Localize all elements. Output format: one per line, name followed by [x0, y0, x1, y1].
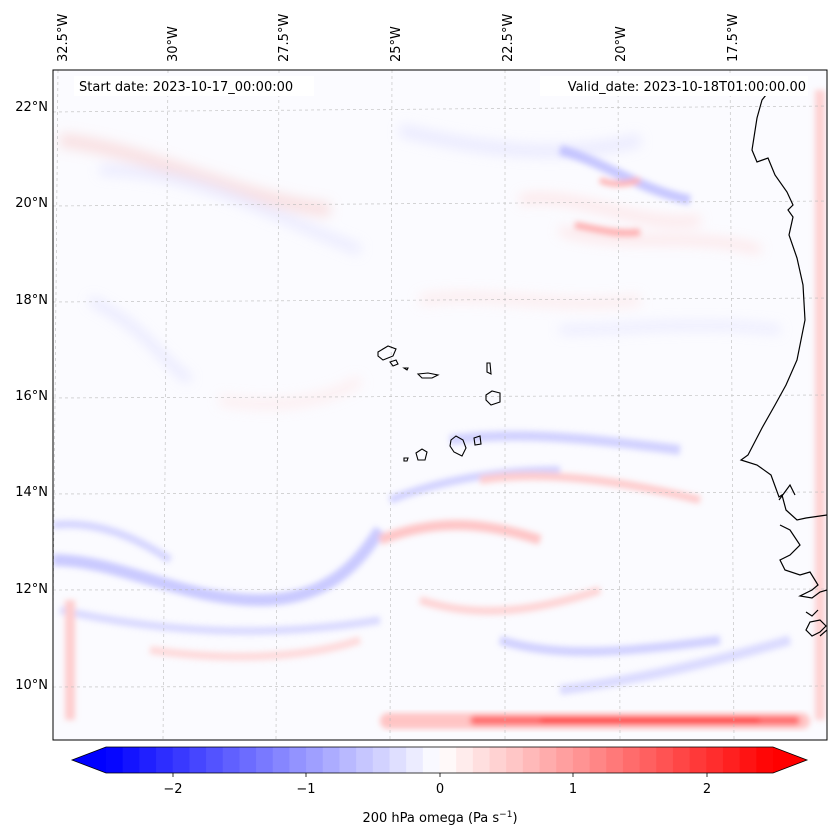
colorbar-tick-label: 0 [436, 782, 444, 797]
colorbar-segment [656, 747, 674, 773]
colorbar-segment [389, 747, 407, 773]
omega-field [53, 90, 826, 729]
coastlines [739, 81, 827, 637]
map-panel: Start date: 2023-10-17_00:00:00 Valid_da… [52, 69, 828, 741]
island-santa-luzia [402, 367, 409, 371]
colorbar-segment [206, 747, 224, 773]
colorbar-segment [406, 747, 424, 773]
colorbar-tick-label: −1 [296, 782, 315, 797]
lon-labels: 32.5°W 30°W 27.5°W 25°W 22.5°W 20°W 17.5… [56, 14, 741, 62]
colorbar-segment [139, 747, 157, 773]
colorbar-tick-label: 2 [703, 782, 711, 797]
africa-coastline [739, 81, 827, 521]
colorbar-segment [439, 747, 457, 773]
lon-label: 27.5°W [277, 14, 292, 62]
colorbar-segment [522, 747, 541, 773]
colorbar-segment [456, 747, 474, 773]
colorbar-segment [672, 747, 691, 773]
start-date-box [74, 76, 314, 96]
colorbar-segment [722, 747, 741, 773]
island-fogo [415, 448, 428, 461]
gridlines [53, 70, 827, 740]
colorbar: −2 −1 0 1 2 200 hPa omega (Pa s−1) [70, 746, 809, 826]
colorbar-segment [489, 747, 507, 773]
colorbar-segment [372, 747, 391, 773]
colorbar-tick-label: 1 [569, 782, 577, 797]
start-date-label: Start date: 2023-10-17_00:00:00 [79, 80, 293, 95]
lon-label: 25°W [389, 26, 404, 62]
colorbar-label: 200 hPa omega (Pa s−1) [362, 810, 517, 826]
colorbar-segment [622, 747, 641, 773]
lat-labels: 22°N 20°N 18°N 16°N 14°N 12°N 10°N [15, 100, 48, 693]
lat-label: 16°N [15, 389, 48, 404]
colorbar-segment [422, 747, 441, 773]
island-santo-antao [377, 345, 397, 361]
colorbar-tick-label: −2 [163, 782, 182, 797]
colorbar-segments [72, 747, 807, 773]
colorbar-segment [256, 747, 274, 773]
lat-label: 12°N [15, 582, 48, 597]
colorbar-segment [122, 747, 140, 773]
colorbar-segment [289, 747, 307, 773]
colorbar-segment [556, 747, 574, 773]
colorbar-segment [106, 747, 124, 773]
colorbar-segment [356, 747, 374, 773]
lat-label: 20°N [15, 196, 48, 211]
lon-label: 32.5°W [56, 14, 71, 62]
island-sao-vicente [389, 359, 399, 367]
colorbar-segment [472, 747, 491, 773]
colorbar-segment [272, 747, 291, 773]
island-boa-vista [485, 390, 501, 406]
colorbar-segment [156, 747, 174, 773]
cape-verde-islands [377, 345, 501, 462]
lon-label: 17.5°W [726, 14, 741, 62]
colorbar-segment [572, 747, 591, 773]
lat-label: 10°N [15, 678, 48, 693]
colorbar-segment [706, 747, 724, 773]
valid-date-label: Valid_date: 2023-10-18T01:00:00.00 [568, 80, 806, 95]
island-santiago [449, 435, 467, 457]
colorbar-extend-max [773, 747, 807, 773]
colorbar-segment [606, 747, 624, 773]
colorbar-segment [339, 747, 357, 773]
lat-label: 18°N [15, 293, 48, 308]
lon-label: 30°W [166, 26, 181, 62]
colorbar-extend-min [72, 747, 106, 773]
colorbar-segment [322, 747, 341, 773]
island-sal [486, 362, 492, 375]
colorbar-segment [739, 747, 757, 773]
colorbar-segment [172, 747, 190, 773]
colorbar-segment [689, 747, 707, 773]
island-sao-nicolau [416, 372, 440, 379]
colorbar-segment [589, 747, 607, 773]
lat-label: 14°N [15, 485, 48, 500]
lon-label: 20°W [614, 26, 629, 62]
island-maio [473, 435, 482, 446]
island-brava [403, 457, 409, 462]
map-frame [52, 69, 828, 741]
colorbar-segment [539, 747, 557, 773]
lat-label: 22°N [15, 100, 48, 115]
colorbar-segment [506, 747, 524, 773]
colorbar-segment [756, 747, 774, 773]
colorbar-segment [222, 747, 241, 773]
colorbar-outline [70, 746, 809, 774]
colorbar-segment [189, 747, 207, 773]
colorbar-segment [306, 747, 324, 773]
valid-date-box [540, 76, 808, 96]
lon-label: 22.5°W [501, 14, 516, 62]
colorbar-ticks [172, 773, 708, 777]
colorbar-segment [239, 747, 257, 773]
colorbar-segment [639, 747, 657, 773]
